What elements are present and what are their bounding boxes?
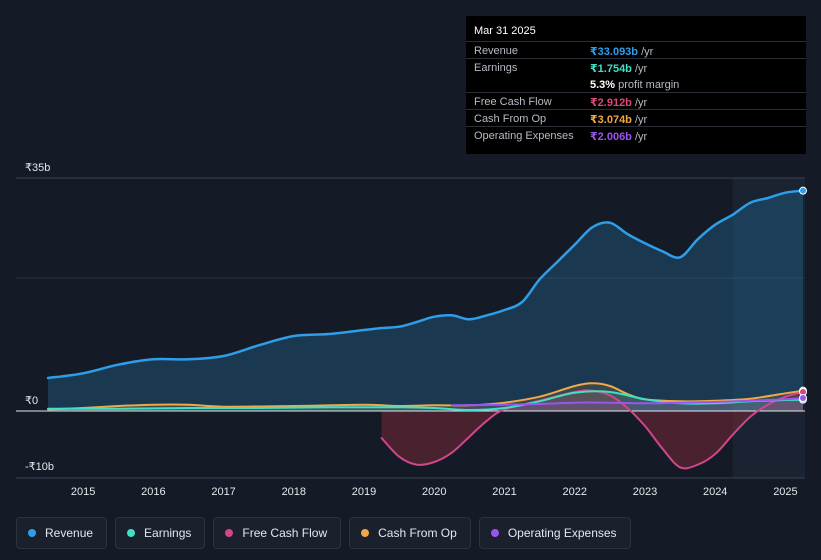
line-earnings [47,390,804,412]
area-operating-expenses [451,398,803,412]
legend-label: Earnings [144,526,192,540]
line-operating-expenses [450,397,804,407]
line-free-cash-flow [380,389,804,470]
endpoint-revenue [799,186,807,195]
line-revenue [46,189,805,380]
tooltip-value: ₹2.006b /yr [590,131,648,143]
series-areas [48,190,803,469]
forecast-shade [732,178,805,478]
tooltip-row-cfo: Cash From Op ₹3.074b /yr [466,109,806,127]
legend-label: Operating Expenses [507,526,617,540]
line-cash-from-op [47,382,804,411]
area-free-cash-flow [381,390,803,469]
tooltip-row-fcf: Free Cash Flow ₹2.912b /yr [466,92,806,110]
tooltip-value: 5.3% profit margin [590,79,680,91]
tooltip-panel: Mar 31 2025 Revenue ₹33.093b /yr Earning… [466,16,806,154]
x-tick-label: 2020 [422,486,446,498]
legend-dot-icon [28,529,36,537]
series-lines [46,189,805,470]
x-tick-label: 2017 [211,486,235,498]
legend-dot-icon [127,529,136,537]
legend-label: Cash From Op [378,526,457,540]
x-tick-label: 2018 [282,486,306,498]
legend-dot-icon [361,529,370,537]
tooltip-label: Revenue [474,45,519,57]
chart-legend: Revenue Earnings Free Cash Flow Cash Fro… [16,517,631,549]
legend-dot-icon [225,529,234,537]
x-axis-ticks: 2015 2016 2017 2018 2019 2020 2021 2022 2023 2024… [71,486,798,498]
tooltip-row-revenue: Revenue ₹33.093b /yr [466,41,806,59]
legend-cash-from-op[interactable]: Cash From Op [349,517,471,549]
x-tick-label: 2015 [71,486,95,498]
legend-free-cash-flow[interactable]: Free Cash Flow [213,517,342,549]
y-label-top: ₹35b [25,162,50,174]
x-tick-label: 2016 [141,486,165,498]
tooltip-row-opex: Operating Expenses ₹2.006b /yr [466,126,806,144]
tooltip-value: ₹1.754b /yr [590,63,648,75]
x-tick-label: 2023 [633,486,657,498]
x-tick-label: 2019 [352,486,376,498]
area-revenue [48,190,803,412]
legend-operating-expenses[interactable]: Operating Expenses [478,517,631,549]
tooltip-label: Operating Expenses [474,130,574,142]
x-tick-label: 2021 [492,486,516,498]
area-earnings [48,391,803,412]
tooltip-date: Mar 31 2025 [474,25,536,37]
series-endpoints [799,186,807,404]
y-label-zero: ₹0 [25,395,38,407]
legend-label: Revenue [45,526,94,540]
x-tick-label: 2024 [703,486,727,498]
area-cash-from-op [48,383,803,412]
endpoint-operating-expenses [799,394,807,402]
tooltip-label: Free Cash Flow [474,96,552,108]
tooltip-row-margin: 5.3% profit margin [466,75,806,93]
tooltip-value: ₹3.074b /yr [590,114,648,126]
tooltip-label: Earnings [474,62,518,74]
tooltip-label: Cash From Op [474,113,547,125]
y-label-bottom: -₹10b [25,461,54,473]
x-tick-label: 2022 [563,486,587,498]
legend-dot-icon [490,529,499,537]
x-tick-label: 2025 [773,486,797,498]
tooltip-value: ₹2.912b /yr [590,97,648,109]
tooltip-row-earnings: Earnings ₹1.754b /yr [466,58,806,76]
legend-label: Free Cash Flow [242,526,328,540]
legend-earnings[interactable]: Earnings [115,517,206,549]
legend-revenue[interactable]: Revenue [16,517,108,549]
tooltip-value: ₹33.093b /yr [590,46,654,58]
